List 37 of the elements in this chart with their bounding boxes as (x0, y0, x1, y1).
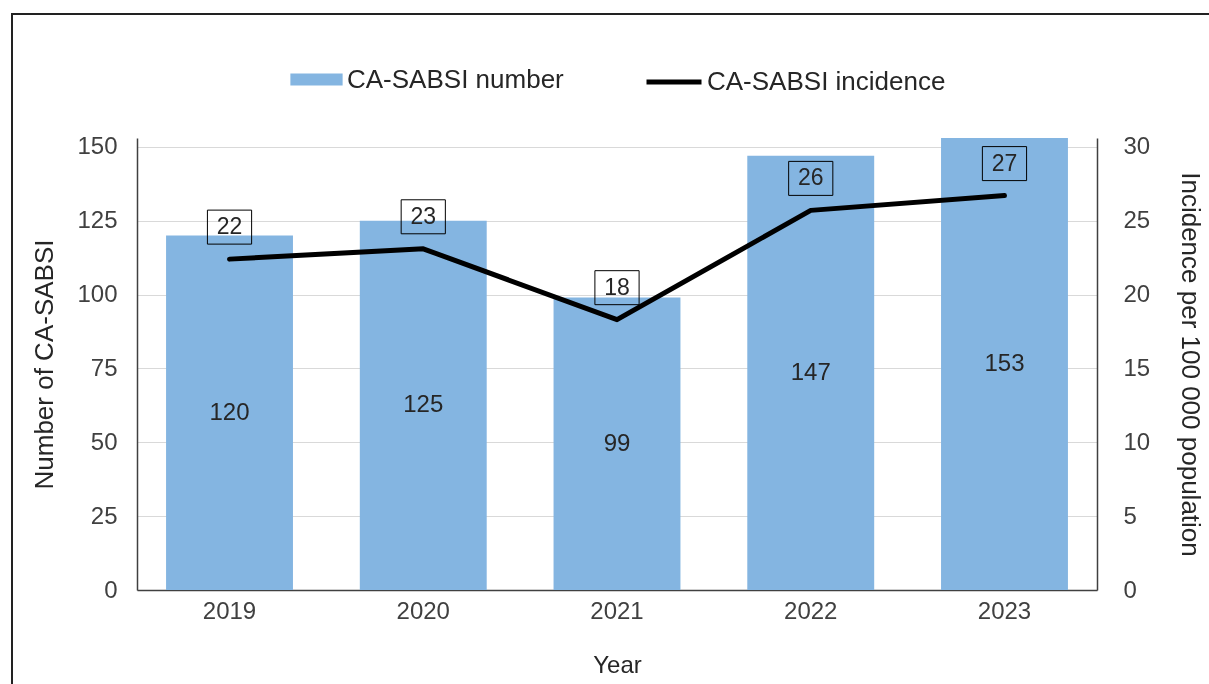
data-label: 153 (984, 349, 1025, 376)
x-axis-title: Year (593, 650, 642, 678)
y-tick-label: 100 (77, 280, 118, 308)
x-tick-label: 2023 (977, 596, 1032, 624)
legend-label: CA-SABSI incidence (707, 66, 946, 96)
y2-tick-label: 25 (1123, 206, 1151, 234)
y-tick-label: 0 (104, 575, 118, 603)
y-tick-label: 25 (90, 501, 118, 529)
x-tick-label: 2022 (784, 596, 838, 624)
y-axis-title: Number of CA-SABSI (29, 239, 60, 490)
data-label: 99 (603, 428, 631, 456)
x-tick-label: 2020 (396, 596, 450, 624)
y2-tick-label: 0 (1123, 575, 1137, 603)
bar (166, 235, 293, 590)
y-tick-label: 75 (90, 353, 118, 381)
data-label: 27 (991, 149, 1018, 176)
y2-tick-label: 30 (1123, 132, 1151, 160)
y2-axis-title: Incidence per 100 000 population (1176, 172, 1207, 557)
y2-tick-label: 20 (1123, 280, 1151, 308)
data-label: 147 (790, 357, 831, 385)
data-label: 125 (403, 390, 444, 418)
data-label: 120 (209, 397, 250, 425)
y2-tick-label: 15 (1123, 353, 1151, 381)
data-label: 26 (797, 164, 824, 191)
y2-tick-label: 10 (1123, 427, 1151, 455)
x-tick-label: 2019 (202, 596, 257, 624)
y2-tick-label: 5 (1123, 501, 1137, 529)
bar (941, 138, 1068, 590)
y-tick-label: 150 (77, 132, 118, 160)
bar (747, 155, 875, 590)
data-label: 18 (604, 273, 630, 300)
x-tick-label: 2021 (590, 596, 644, 624)
y-tick-label: 50 (90, 427, 118, 455)
y-tick-label: 125 (77, 206, 118, 234)
data-label: 22 (216, 213, 243, 240)
legend-label: CA-SABSI number (347, 63, 565, 94)
bar (553, 297, 681, 590)
